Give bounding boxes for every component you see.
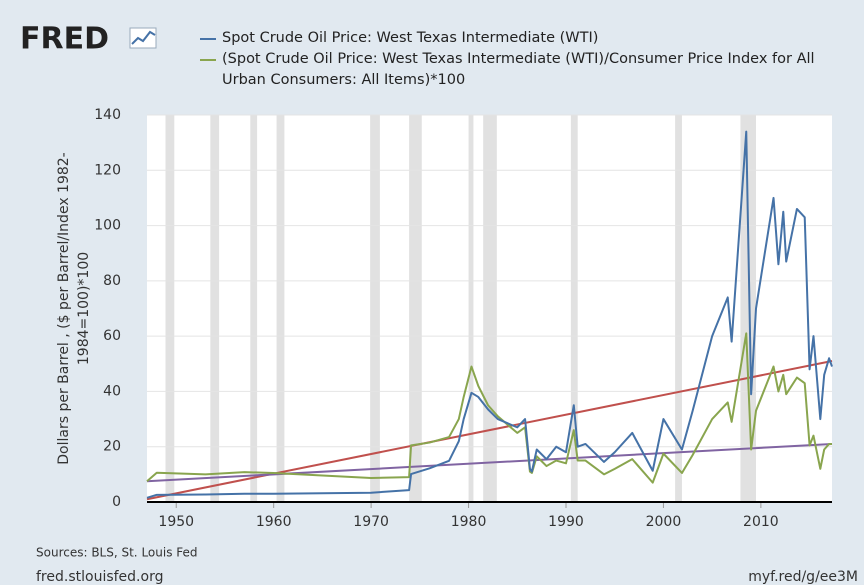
- recession-band: [740, 115, 756, 502]
- recession-band: [483, 115, 497, 502]
- y-tick-label: 20: [103, 439, 121, 455]
- y-tick-label: 0: [112, 494, 121, 510]
- logo-icon: [129, 27, 157, 49]
- recession-band: [468, 115, 474, 502]
- y-tick-label: 60: [103, 328, 121, 344]
- x-tick-label: 2010: [743, 514, 779, 530]
- legend: Spot Crude Oil Price: West Texas Interme…: [200, 28, 820, 91]
- recession-band: [165, 115, 175, 502]
- recession-band: [409, 115, 422, 502]
- logo-icon-line: [131, 30, 156, 45]
- recession-band: [570, 115, 578, 502]
- x-tick-label: 1970: [353, 514, 389, 530]
- x-tick-label: 1960: [256, 514, 292, 530]
- legend-item: (Spot Crude Oil Price: West Texas Interm…: [200, 49, 820, 91]
- legend-swatch: [200, 38, 216, 40]
- recession-band: [675, 115, 682, 502]
- x-tick-label: 1980: [451, 514, 487, 530]
- series-line: [146, 130, 833, 499]
- sources: Sources: BLS, St. Louis Fed: [36, 546, 198, 560]
- y-tick-label: 140: [94, 107, 121, 123]
- legend-label: (Spot Crude Oil Price: West Texas Interm…: [222, 51, 815, 88]
- series-line: [146, 332, 832, 484]
- y-axis-label: 1984=100)*100: [76, 252, 92, 365]
- legend-label: Spot Crude Oil Price: West Texas Interme…: [222, 30, 599, 46]
- trend-line: [146, 442, 833, 483]
- y-tick-label: 100: [94, 218, 121, 234]
- logo: FRED: [20, 22, 109, 57]
- recession-band: [210, 115, 220, 502]
- x-tick-label: 1950: [158, 514, 194, 530]
- recession-band: [276, 115, 285, 502]
- legend-item: Spot Crude Oil Price: West Texas Interme…: [200, 28, 820, 49]
- x-tick-label: 1990: [548, 514, 584, 530]
- y-tick-label: 40: [103, 383, 121, 399]
- site: fred.stlouisfed.org: [36, 569, 163, 585]
- legend-swatch: [200, 59, 216, 61]
- x-tick-label: 2000: [646, 514, 682, 530]
- recession-band: [250, 115, 258, 502]
- y-tick-label: 120: [94, 162, 121, 178]
- link: myf.red/g/ee3M: [748, 569, 858, 585]
- y-tick-label: 80: [103, 273, 121, 289]
- recession-band: [370, 115, 380, 502]
- trend-line: [146, 360, 833, 501]
- y-axis-label: Dollars per Barrel , ($ per Barrel/Index…: [56, 152, 72, 464]
